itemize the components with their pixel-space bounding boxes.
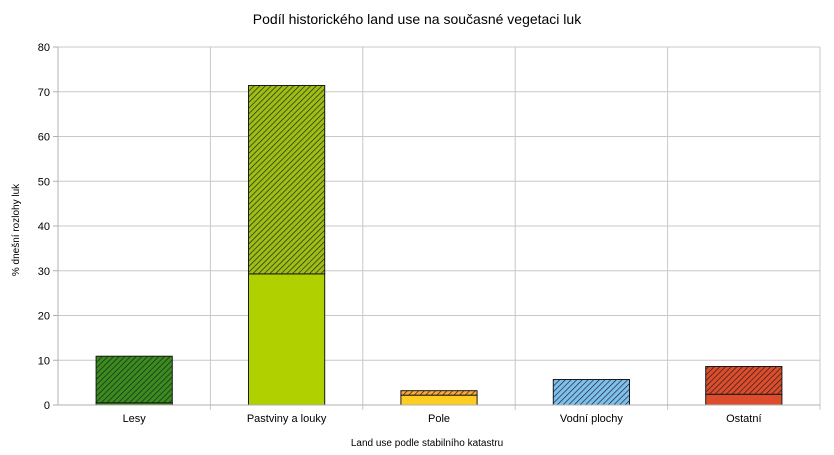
y-tick-label: 80	[38, 42, 50, 54]
x-tick-label: Vodní plochy	[560, 413, 623, 425]
y-tick-label: 20	[38, 311, 50, 323]
bar-segment-hatched	[95, 355, 173, 404]
chart-title: Podíl historického land use na současné …	[253, 11, 582, 27]
x-tick-label: Lesy	[123, 413, 147, 425]
bar-segment-solid	[705, 393, 783, 406]
bar-segment-hatched	[552, 378, 630, 406]
y-axis-label: % dnešní rozlohy luk	[11, 183, 22, 276]
y-tick-label: 0	[44, 400, 50, 412]
y-tick-label: 60	[38, 132, 50, 144]
bar-segment-solid	[248, 273, 326, 406]
y-tick-label: 40	[38, 221, 50, 233]
y-tick-label: 50	[38, 176, 50, 188]
x-tick-label: Pole	[428, 413, 450, 425]
axes	[53, 46, 820, 406]
y-tick-label: 30	[38, 266, 50, 278]
bars	[95, 84, 783, 406]
bar-segment-hatched	[705, 366, 783, 395]
y-tick-label: 70	[38, 87, 50, 99]
bar-segment-hatched	[400, 390, 478, 396]
x-axis-label: Land use podle stabilního katastru	[351, 438, 503, 449]
tick-labels: 0 10 20 30 40 50 60 70 80 Lesy Pastviny a louky Pol…	[38, 42, 762, 425]
x-tick-label: Pastviny a louky	[247, 413, 327, 425]
x-tick-label: Ostatní	[726, 413, 761, 425]
bar-segment-solid	[400, 394, 478, 406]
grid-lines	[57, 46, 821, 410]
y-tick-label: 10	[38, 355, 50, 367]
bar-segment-hatched	[248, 84, 326, 275]
